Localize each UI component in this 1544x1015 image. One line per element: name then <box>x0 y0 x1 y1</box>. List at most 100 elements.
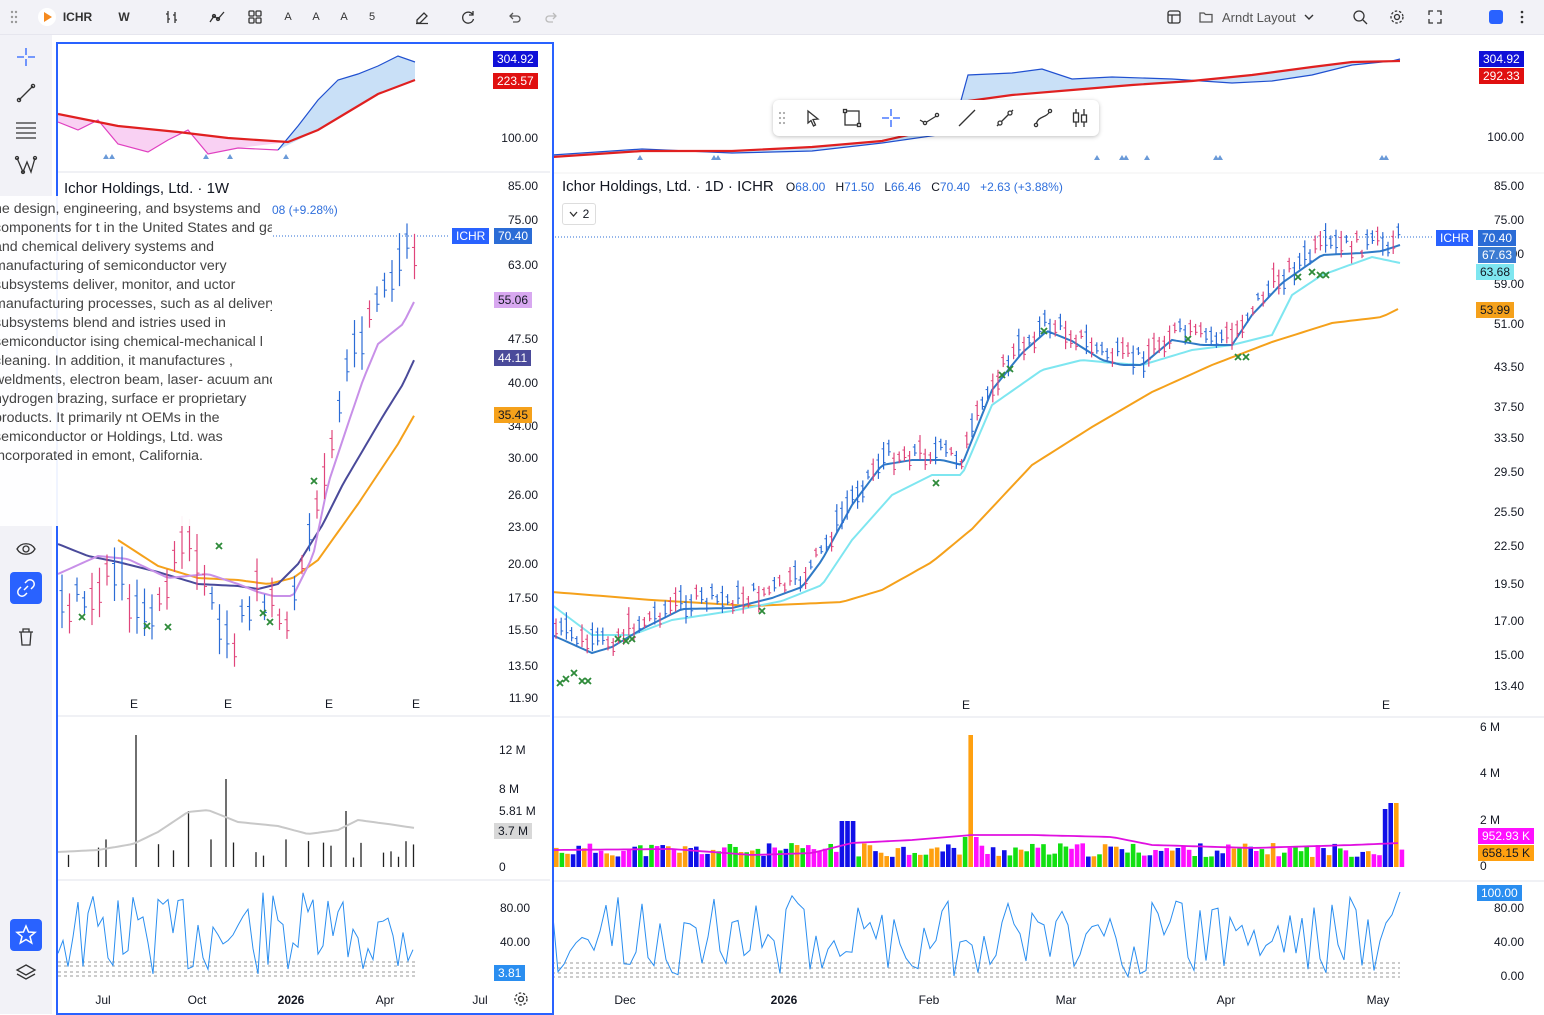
layout-menu-button[interactable]: Arndt Layout <box>1198 0 1328 34</box>
close-label: C <box>931 180 940 194</box>
fib-tool-icon[interactable] <box>8 113 44 145</box>
eraser-icon[interactable] <box>410 0 434 34</box>
volume-bar <box>705 853 710 867</box>
open-label: O <box>785 180 796 194</box>
volume-bar <box>783 848 789 867</box>
volume-bar <box>923 854 929 867</box>
signal-marker <box>103 154 109 159</box>
ma-fast-badge: 67.63 <box>1478 247 1517 263</box>
drag-handle-icon[interactable] <box>6 0 22 34</box>
price-axis-label: 20.00 <box>508 557 538 571</box>
text-size-button-2[interactable]: A <box>312 11 320 23</box>
rectangle-tool-icon[interactable] <box>837 104 867 132</box>
pattern-tool-icon[interactable] <box>8 149 44 181</box>
oscillator-axis-label: 80.00 <box>500 901 530 915</box>
volume-bar <box>873 851 878 867</box>
volume-bar <box>1024 851 1029 867</box>
volume-bar <box>1013 847 1018 867</box>
ma-mid-line <box>552 255 1401 636</box>
time-axis-label: Mar <box>1056 993 1077 1007</box>
color-theme-button[interactable] <box>1486 0 1506 34</box>
volume-axis-label: 0 <box>499 860 506 874</box>
quick-search-icon[interactable] <box>1348 0 1372 34</box>
crosshair-tool-icon[interactable] <box>8 41 44 73</box>
hide-drawings-eye-icon[interactable] <box>8 533 44 565</box>
templates-icon[interactable] <box>243 0 267 34</box>
volume-bar <box>559 852 565 867</box>
fullscreen-icon[interactable] <box>1423 0 1447 34</box>
text-size-button-1[interactable]: A <box>284 11 292 23</box>
layout-name: Arndt Layout <box>1222 9 1296 25</box>
volume-bar <box>1130 843 1136 867</box>
signal-marker <box>283 154 289 159</box>
volume-ma-badge: 952.93 K <box>1478 828 1535 844</box>
interval-button[interactable]: W <box>118 10 130 24</box>
sync-link-icon[interactable] <box>10 572 42 604</box>
refresh-icon[interactable] <box>456 0 480 34</box>
weekly-settings-gear-icon[interactable] <box>513 991 531 1009</box>
volume-bar <box>1248 846 1253 867</box>
weekly-volume-badge: 3.7 M <box>494 823 533 839</box>
multi-chart-layout-icon[interactable] <box>1162 0 1186 34</box>
cursor-arrow-icon[interactable] <box>798 104 828 132</box>
top-toolbar: ICHR W A A A 5 Arndt Layout <box>0 0 1544 35</box>
volume-bar <box>1125 852 1130 867</box>
volume-bar <box>1114 846 1119 867</box>
volume-bar <box>1371 854 1377 867</box>
volume-bar <box>1063 846 1069 867</box>
signal-x-marker <box>562 675 570 683</box>
price-axis-label: 13.40 <box>1494 679 1524 693</box>
settings-gear-icon[interactable] <box>1385 0 1409 34</box>
crosshair-tool-icon[interactable] <box>876 104 906 132</box>
candle-tool-icon[interactable] <box>1065 104 1095 132</box>
price-axis-label: 43.50 <box>1494 360 1524 374</box>
signal-x-marker <box>1184 335 1192 343</box>
last-price-badge: 70.40 <box>1478 230 1517 246</box>
signal-marker <box>1123 155 1129 160</box>
signal-x-marker <box>570 669 578 677</box>
volume-bar <box>828 843 833 867</box>
weekly-top-badge-2: 223.57 <box>493 73 538 89</box>
volume-bar <box>974 837 979 867</box>
signal-x-marker <box>1040 327 1048 335</box>
bar-style-icon[interactable] <box>160 0 184 34</box>
weekly-ma1-line <box>58 301 415 597</box>
volume-bar <box>744 852 749 867</box>
drag-handle-icon[interactable] <box>773 104 791 132</box>
volume-bar <box>1181 845 1186 867</box>
trash-icon[interactable] <box>8 621 44 653</box>
text-size-button-3[interactable]: A <box>340 11 348 23</box>
count-button[interactable]: 5 <box>368 11 376 23</box>
undo-icon[interactable] <box>502 0 526 34</box>
symbol-search-button[interactable]: ICHR <box>32 0 98 34</box>
volume-bar <box>593 852 598 867</box>
ma-fast-line <box>552 244 1401 655</box>
trend-line-tool-icon[interactable] <box>8 77 44 109</box>
layers-icon[interactable] <box>8 957 44 989</box>
volume-axis-label: 12 M <box>499 743 526 757</box>
ray-tool-icon[interactable] <box>914 104 944 132</box>
oscillator-axis-label: 40.00 <box>500 935 530 949</box>
weekly-oscillator-pane <box>58 892 415 977</box>
volume-bar <box>979 845 985 867</box>
volume-bar <box>1214 850 1220 867</box>
volume-bar <box>654 846 660 867</box>
more-menu-icon[interactable] <box>1514 0 1530 34</box>
volume-bar <box>1287 847 1293 867</box>
watchlist-star-icon[interactable] <box>10 919 42 951</box>
main-daily-chart[interactable]: EE 100.0085.0075.0063.0059.0051.0043.503… <box>552 35 1544 1014</box>
indicators-icon[interactable] <box>205 0 229 34</box>
indicator-collapse-button[interactable]: 2 <box>562 203 596 225</box>
curve-tool-icon[interactable] <box>1028 104 1058 132</box>
weekly-top-indicator <box>58 55 550 173</box>
redo-icon[interactable] <box>540 0 564 34</box>
extended-line-tool-icon[interactable] <box>990 104 1020 132</box>
main-chart-title: Ichor Holdings, Ltd. · 1D · ICHR <box>562 178 774 195</box>
price-axis-label: 33.50 <box>1494 431 1524 445</box>
time-axis-label: Jul <box>95 993 110 1007</box>
volume-bar <box>1007 855 1013 867</box>
line-tool-icon[interactable] <box>952 104 982 132</box>
symbol-badge: ICHR <box>1436 230 1474 246</box>
